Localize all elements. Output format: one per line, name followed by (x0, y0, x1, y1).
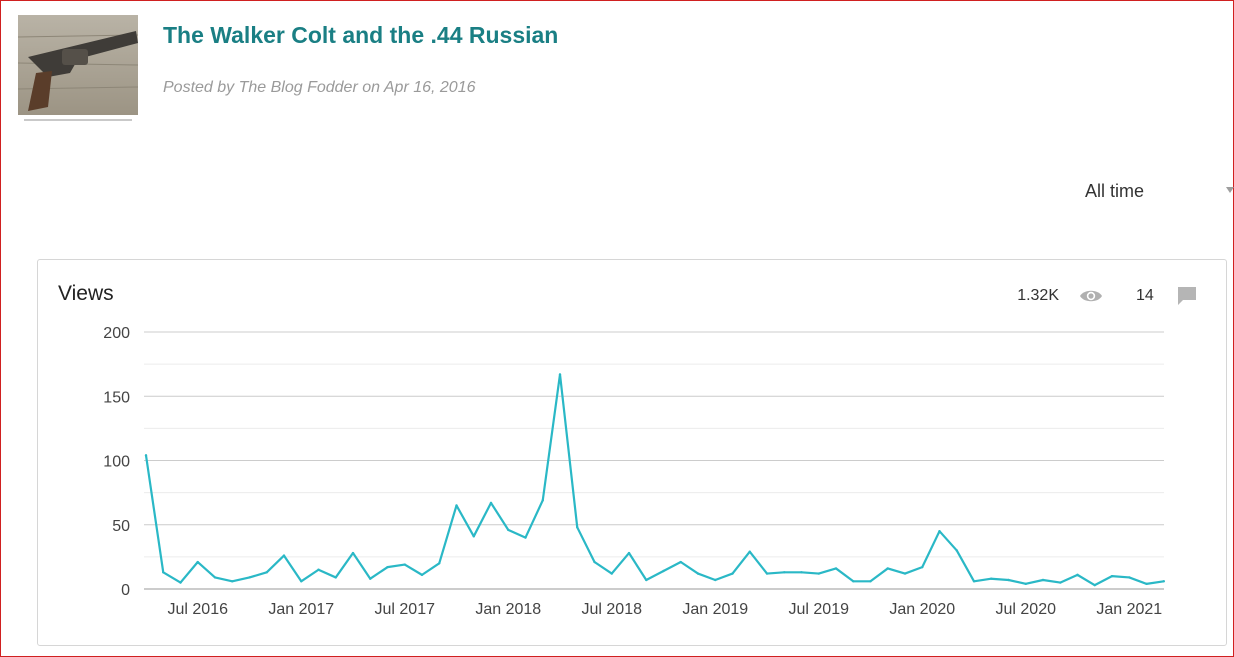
x-axis: Jul 2016 Jan 2017 Jul 2017 Jan 2018 Jul 2018… (168, 601, 1163, 618)
eye-icon (1080, 290, 1102, 302)
data-point[interactable] (1162, 580, 1165, 583)
data-point[interactable] (317, 568, 320, 571)
chart-grid (144, 331, 1164, 590)
data-point[interactable] (627, 551, 631, 555)
data-point[interactable] (1076, 573, 1079, 577)
data-point[interactable] (955, 549, 958, 552)
x-tick-label: Jul 2018 (582, 601, 643, 618)
data-point[interactable] (714, 578, 717, 582)
data-point[interactable] (576, 526, 579, 529)
data-point[interactable] (162, 571, 165, 574)
data-point[interactable] (334, 576, 337, 579)
data-point[interactable] (1128, 576, 1131, 579)
data-point[interactable] (972, 580, 976, 583)
y-tick-label: 200 (103, 325, 130, 342)
data-point[interactable] (990, 577, 993, 580)
data-point[interactable] (1024, 582, 1027, 586)
data-point[interactable] (869, 580, 872, 583)
x-tick-label: Jan 2018 (475, 601, 541, 618)
comments-total: 14 (1136, 287, 1154, 304)
data-point[interactable] (489, 501, 493, 505)
data-point[interactable] (541, 499, 544, 502)
views-chart: 0 50 100 150 200 Jul 2016 Jan 2017 Jul 2017 Jan… (103, 325, 1165, 618)
x-tick-label: Jul 2019 (789, 601, 850, 618)
data-point[interactable] (1041, 578, 1045, 582)
data-point[interactable] (438, 562, 441, 565)
revolver-photo-icon (18, 15, 138, 126)
data-point[interactable] (179, 581, 182, 584)
dropdown-arrow-icon[interactable] (1226, 187, 1234, 193)
data-point[interactable] (817, 572, 820, 575)
data-point[interactable] (248, 576, 251, 579)
data-point[interactable] (351, 551, 355, 555)
x-tick-label: Jul 2016 (168, 601, 229, 618)
data-point[interactable] (834, 567, 838, 570)
data-point[interactable] (420, 573, 424, 577)
data-point[interactable] (800, 571, 803, 574)
data-point[interactable] (1059, 581, 1062, 584)
y-axis: 0 50 100 150 200 (103, 325, 130, 599)
post-title-link[interactable]: The Walker Colt and the .44 Russian (163, 22, 559, 48)
x-tick-label: Jan 2017 (268, 601, 334, 618)
data-point[interactable] (1007, 578, 1010, 582)
x-tick-label: Jan 2021 (1096, 601, 1162, 618)
x-tick-label: Jan 2019 (682, 601, 748, 618)
data-point[interactable] (231, 580, 234, 583)
data-point[interactable] (282, 554, 286, 557)
data-point[interactable] (507, 528, 510, 532)
data-point[interactable] (386, 565, 389, 569)
data-point[interactable] (524, 536, 527, 539)
data-point[interactable] (144, 454, 148, 457)
data-point[interactable] (765, 572, 769, 575)
data-point[interactable] (1110, 574, 1114, 578)
data-point[interactable] (783, 571, 786, 574)
data-point[interactable] (696, 572, 700, 575)
data-point[interactable] (921, 565, 924, 569)
data-point[interactable] (662, 569, 665, 573)
x-tick-label: Jul 2017 (375, 601, 436, 618)
views-total: 1.32K (1017, 287, 1059, 304)
time-range-select[interactable]: All time (1085, 181, 1145, 201)
data-point[interactable] (610, 572, 613, 575)
data-point[interactable] (903, 572, 907, 575)
data-point[interactable] (886, 567, 889, 570)
post-thumbnail[interactable] (18, 15, 138, 126)
comment-icon (1178, 287, 1196, 305)
data-point[interactable] (593, 560, 596, 564)
views-card: Views 1.32K 14 0 50 100 150 200 Jul 2016 Jan … (37, 259, 1227, 646)
x-tick-label: Jul 2020 (996, 601, 1057, 618)
data-point[interactable] (265, 571, 268, 574)
data-point[interactable] (1145, 582, 1148, 586)
post-meta: Posted by The Blog Fodder on Apr 16, 201… (163, 79, 476, 96)
data-point[interactable] (748, 550, 751, 553)
data-point[interactable] (1093, 583, 1096, 587)
data-point[interactable] (645, 578, 648, 582)
data-point[interactable] (558, 373, 562, 376)
x-tick-label: Jan 2020 (889, 601, 955, 618)
series-line-views (144, 373, 1165, 587)
y-tick-label: 150 (103, 389, 130, 406)
data-point[interactable] (731, 572, 734, 575)
data-point[interactable] (679, 560, 682, 564)
data-point[interactable] (938, 529, 941, 533)
data-point[interactable] (852, 580, 855, 583)
data-point[interactable] (472, 535, 475, 538)
card-title: Views (58, 282, 114, 305)
data-point[interactable] (213, 576, 217, 579)
y-tick-label: 50 (112, 518, 130, 535)
data-point[interactable] (196, 560, 199, 564)
data-point[interactable] (369, 577, 372, 580)
data-point[interactable] (403, 563, 406, 566)
data-point[interactable] (300, 580, 303, 583)
chart-series (144, 373, 1165, 587)
y-tick-label: 0 (121, 582, 130, 599)
data-point[interactable] (455, 504, 458, 507)
y-tick-label: 100 (103, 454, 130, 471)
